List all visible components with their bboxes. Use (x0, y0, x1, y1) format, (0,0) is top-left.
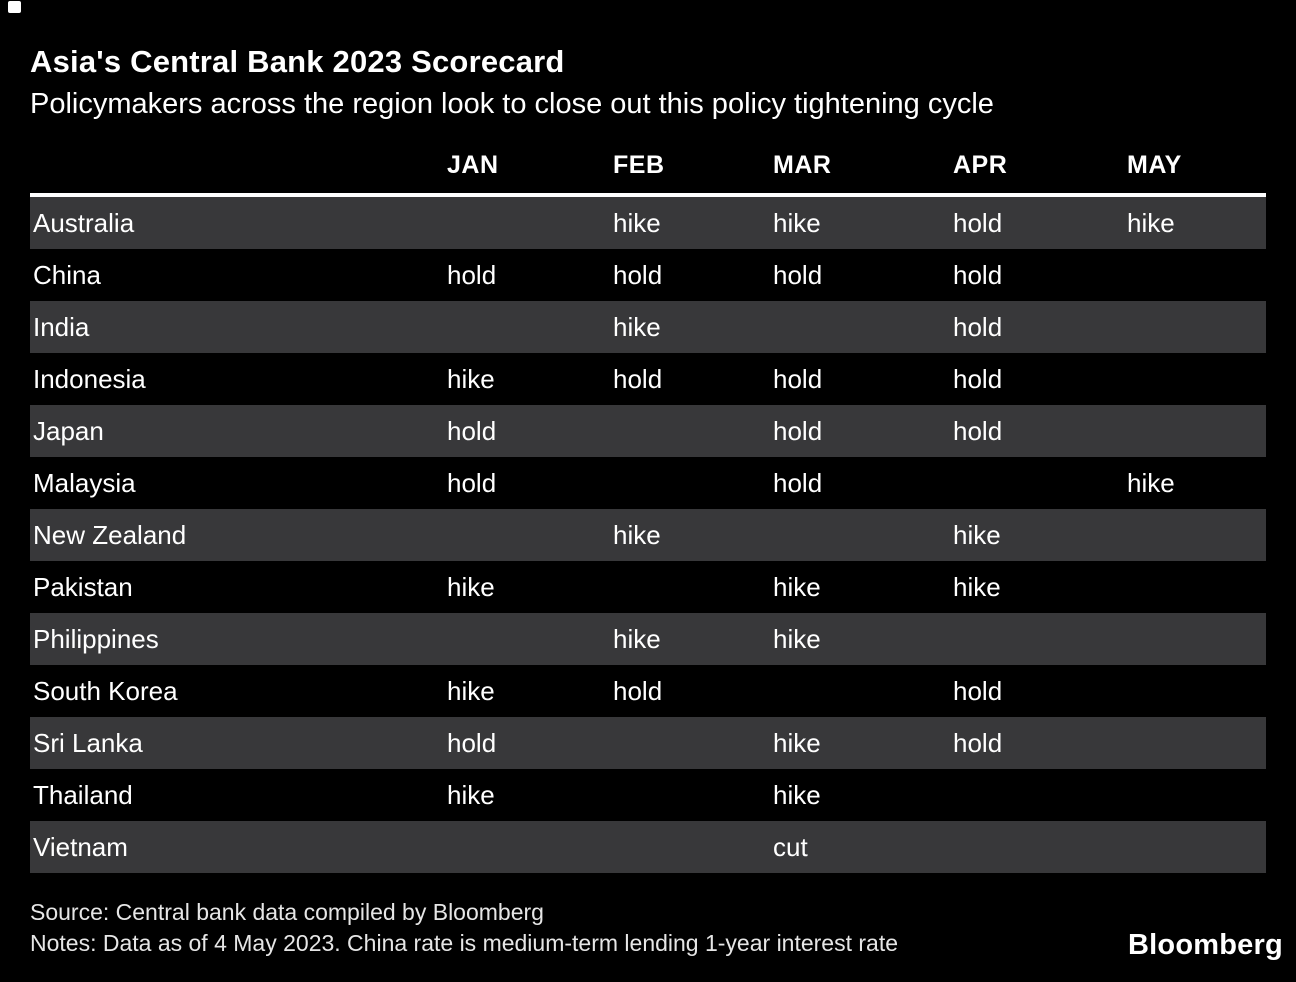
table-row: Sri Lanka hold hike hold (30, 717, 1266, 769)
cell-apr: hike (953, 571, 1001, 602)
cell-apr: hold (953, 311, 1003, 342)
cell-mar: hike (773, 779, 821, 810)
column-header-apr: APR (953, 151, 1008, 179)
row-label: India (33, 311, 90, 342)
cell-feb: hold (613, 259, 663, 290)
row-label: New Zealand (33, 519, 187, 550)
cell-jan: hike (447, 363, 495, 394)
cell-mar: hike (773, 207, 821, 238)
cell-feb: hike (613, 207, 661, 238)
table-row: Philippines hike hike (30, 613, 1266, 665)
table-rows: Australia hike hike hold hike China hold hold ho… (30, 197, 1266, 873)
cell-jan: hold (447, 467, 497, 498)
cell-jan: hold (447, 415, 497, 446)
cell-jan: hike (447, 675, 495, 706)
cell-mar: hold (773, 259, 823, 290)
bloomberg-logo: Bloomberg (1128, 929, 1283, 961)
cell-jan: hold (447, 727, 497, 758)
cell-may: hike (1127, 467, 1175, 498)
row-label: Japan (33, 415, 104, 446)
column-header-jan: JAN (447, 151, 499, 179)
data-notes: Notes: Data as of 4 May 2023. China rate… (30, 930, 899, 956)
cell-feb: hold (613, 675, 663, 706)
row-label: Philippines (33, 623, 159, 654)
table-row: Australia hike hike hold hike (30, 197, 1266, 249)
cell-mar: cut (773, 831, 808, 862)
table-row: India hike hold (30, 301, 1266, 353)
chart-subtitle: Policymakers across the region look to c… (30, 88, 994, 120)
row-label: Sri Lanka (33, 727, 143, 758)
chart-title: Asia's Central Bank 2023 Scorecard (30, 44, 565, 79)
row-label: Malaysia (33, 467, 136, 498)
cell-feb: hold (613, 363, 663, 394)
table-row: Indonesia hike hold hold hold (30, 353, 1266, 405)
cell-jan: hold (447, 259, 497, 290)
cell-apr: hold (953, 727, 1003, 758)
row-label: Pakistan (33, 571, 133, 602)
column-header-mar: MAR (773, 151, 832, 179)
row-label-column-header (30, 150, 447, 180)
column-header-feb: FEB (613, 151, 665, 179)
table-row: Pakistan hike hike hike (30, 561, 1266, 613)
corner-mark (8, 1, 21, 13)
cell-jan: hike (447, 779, 495, 810)
cell-mar: hike (773, 623, 821, 654)
cell-mar: hike (773, 571, 821, 602)
cell-mar: hold (773, 415, 823, 446)
cell-mar: hike (773, 727, 821, 758)
row-label: China (33, 259, 101, 290)
table-row: Malaysia hold hold hike (30, 457, 1266, 509)
row-label: Thailand (33, 779, 133, 810)
column-header-row: JAN FEB MAR APR MAY (30, 150, 1266, 180)
cell-feb: hike (613, 519, 661, 550)
table-row: New Zealand hike hike (30, 509, 1266, 561)
cell-apr: hold (953, 363, 1003, 394)
row-label: Indonesia (33, 363, 146, 394)
table-row: Thailand hike hike (30, 769, 1266, 821)
header-divider-rule (30, 193, 1266, 197)
cell-apr: hold (953, 415, 1003, 446)
column-header-may: MAY (1127, 151, 1182, 179)
cell-apr: hike (953, 519, 1001, 550)
cell-apr: hold (953, 207, 1003, 238)
table-row: Japan hold hold hold (30, 405, 1266, 457)
cell-apr: hold (953, 259, 1003, 290)
cell-jan: hike (447, 571, 495, 602)
row-label: Australia (33, 207, 135, 238)
table-row: China hold hold hold hold (30, 249, 1266, 301)
cell-feb: hike (613, 311, 661, 342)
source-note: Source: Central bank data compiled by Bl… (30, 899, 544, 925)
cell-mar: hold (773, 363, 823, 394)
cell-apr: hold (953, 675, 1003, 706)
row-label: Vietnam (33, 831, 128, 862)
cell-mar: hold (773, 467, 823, 498)
cell-feb: hike (613, 623, 661, 654)
cell-may: hike (1127, 207, 1175, 238)
row-label: South Korea (33, 675, 178, 706)
table-row: South Korea hike hold hold (30, 665, 1266, 717)
table-row: Vietnam cut (30, 821, 1266, 873)
